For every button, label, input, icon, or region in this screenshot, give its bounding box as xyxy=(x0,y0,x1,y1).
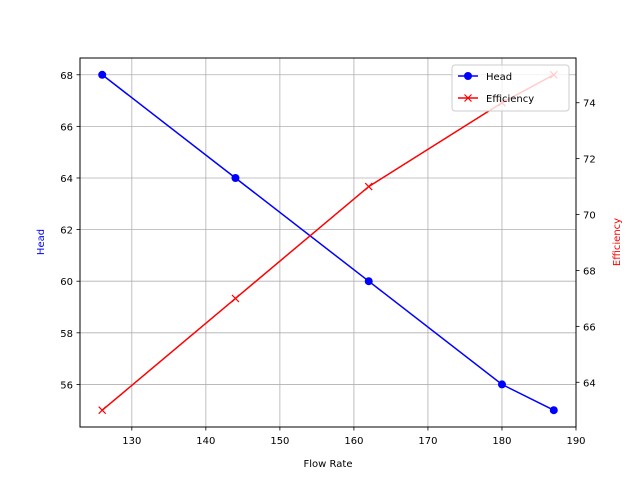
x-tick-label: 150 xyxy=(270,436,289,447)
x-tick-label: 170 xyxy=(418,436,437,447)
y-tick-label: 62 xyxy=(60,226,73,237)
y-tick-label: 60 xyxy=(60,277,73,288)
efficiency-point xyxy=(231,294,240,303)
head-line xyxy=(101,74,555,411)
circle-marker-icon xyxy=(464,72,472,80)
head-point xyxy=(98,70,107,79)
legend-label-head: Head xyxy=(486,72,512,83)
head-point xyxy=(231,173,240,182)
y-axis-left-ticks: 56 58 60 62 64 66 68 xyxy=(60,71,80,391)
plot-frame xyxy=(79,57,577,428)
series-efficiency xyxy=(98,70,558,415)
x-tick-label: 190 xyxy=(566,436,585,447)
y2-tick-label: 68 xyxy=(583,266,596,277)
y-tick-label: 64 xyxy=(60,174,73,185)
series-head xyxy=(98,70,558,415)
legend-item-head: Head xyxy=(458,72,512,83)
efficiency-point xyxy=(98,406,107,415)
x-axis-ticks: 130 140 150 160 170 180 190 xyxy=(122,427,586,447)
x-tick-label: 130 xyxy=(122,436,141,447)
y2-tick-label: 74 xyxy=(583,99,596,110)
efficiency-line xyxy=(101,74,555,411)
y-tick-label: 56 xyxy=(60,380,73,391)
head-point xyxy=(497,380,506,389)
y2-tick-label: 64 xyxy=(583,378,596,389)
y-tick-label: 58 xyxy=(60,329,73,340)
head-point xyxy=(364,277,373,286)
x-tick-label: 180 xyxy=(492,436,511,447)
head-point xyxy=(549,406,558,415)
x-marker-icon xyxy=(464,94,472,102)
legend-label-efficiency: Efficiency xyxy=(486,94,534,105)
efficiency-point xyxy=(364,182,373,191)
x-axis-label: Flow Rate xyxy=(304,459,353,470)
grid-lines xyxy=(80,58,577,427)
x-tick-label: 160 xyxy=(344,436,363,447)
y-axis-left-label: Head xyxy=(36,229,47,255)
y-axis-right-label: Efficiency xyxy=(612,218,623,266)
y2-tick-label: 66 xyxy=(583,322,596,333)
y2-tick-label: 70 xyxy=(583,211,596,222)
x-tick-label: 140 xyxy=(196,436,215,447)
legend-item-efficiency: Efficiency xyxy=(458,94,534,105)
y-tick-label: 66 xyxy=(60,122,73,133)
y2-tick-label: 72 xyxy=(583,155,596,166)
y-tick-label: 68 xyxy=(60,71,73,82)
legend: Head Efficiency xyxy=(451,64,570,112)
y-axis-right-ticks: 64 66 68 70 72 74 xyxy=(576,99,596,389)
legend-box xyxy=(451,64,570,112)
